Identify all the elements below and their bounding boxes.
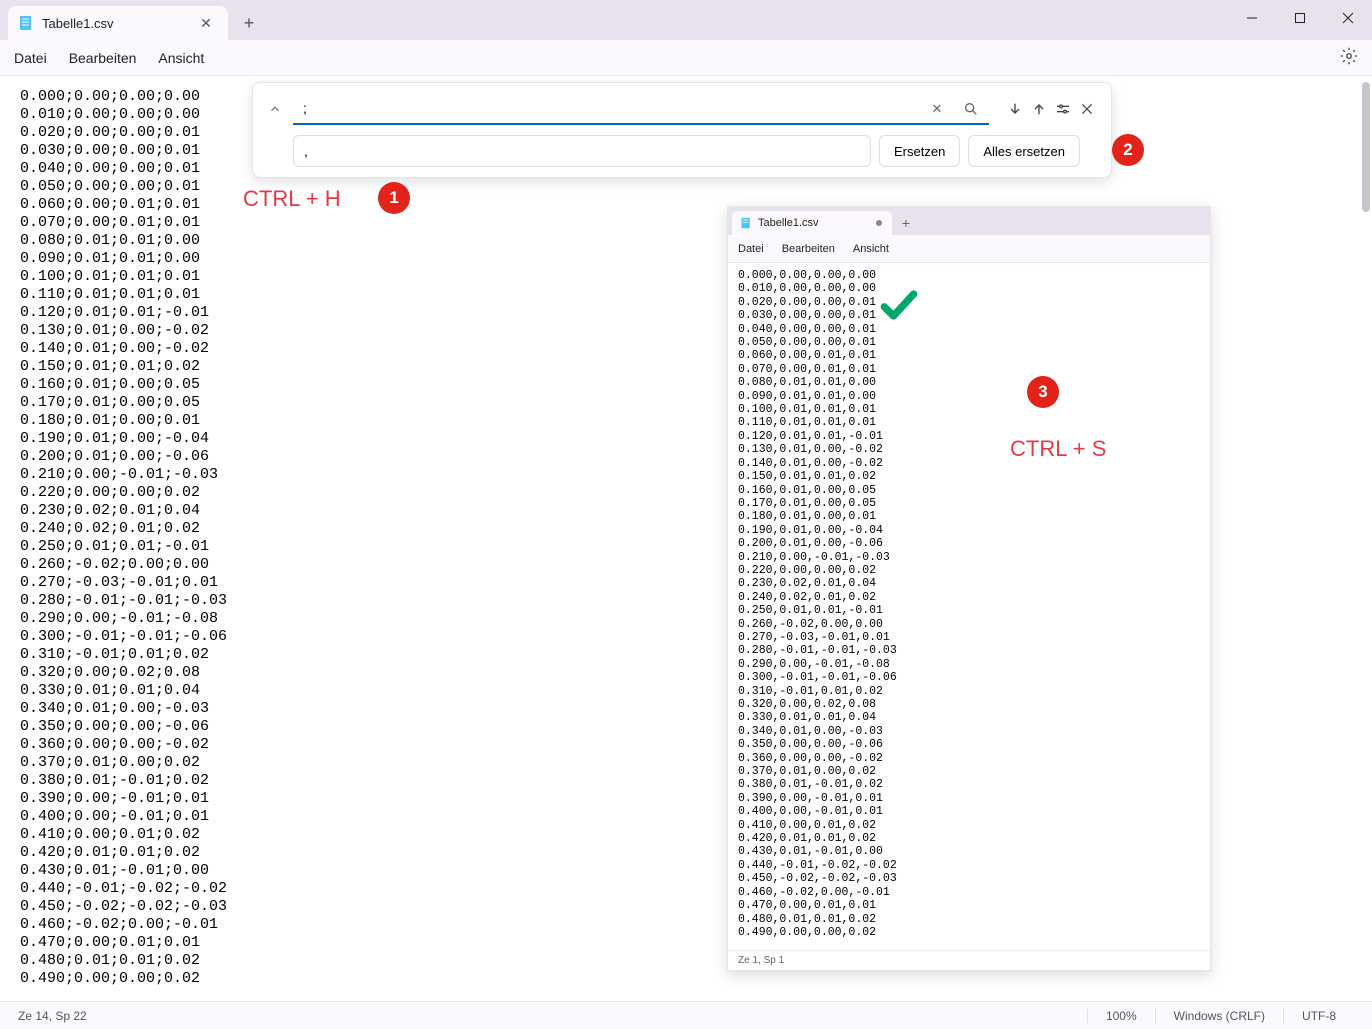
chevron-up-icon[interactable] [265, 99, 285, 119]
menu-edit[interactable]: Bearbeiten [69, 50, 137, 66]
menu-file[interactable]: Datei [14, 50, 47, 66]
find-input[interactable] [293, 93, 989, 125]
status-zoom[interactable]: 100% [1087, 1009, 1155, 1023]
checkmark-icon [877, 283, 921, 330]
inset-new-tab-button[interactable]: + [894, 211, 918, 235]
menu-view[interactable]: Ansicht [158, 50, 204, 66]
statusbar: Ze 14, Sp 22 100% Windows (CRLF) UTF-8 [0, 1001, 1372, 1029]
main-text[interactable]: 0.000;0.00;0.00;0.00 0.010;0.00;0.00;0.0… [20, 88, 227, 988]
titlebar: Tabelle1.csv ✕ + [0, 0, 1372, 40]
search-icon[interactable] [959, 97, 983, 121]
inset-menubar: Datei Bearbeiten Ansicht [728, 235, 1210, 263]
tab-title: Tabelle1.csv [42, 16, 188, 31]
notepad-window: Tabelle1.csv ✕ + Datei Bearbeiten Ansich… [0, 0, 1372, 1029]
inset-tab-title: Tabelle1.csv [758, 217, 870, 229]
window-controls [1228, 0, 1372, 40]
clear-icon[interactable]: ✕ [925, 97, 949, 121]
inset-tab[interactable]: Tabelle1.csv [732, 211, 892, 235]
inset-menu-view[interactable]: Ansicht [853, 243, 889, 255]
maximize-button[interactable] [1276, 0, 1324, 36]
annotation-ctrl-h: CTRL + H [243, 186, 341, 212]
notepad-icon [18, 15, 34, 31]
inset-modified-dot-icon [876, 220, 882, 226]
find-prev-icon[interactable] [1027, 97, 1051, 121]
close-button[interactable] [1324, 0, 1372, 36]
tab[interactable]: Tabelle1.csv ✕ [8, 6, 228, 40]
tab-close-icon[interactable]: ✕ [196, 13, 216, 33]
minimize-button[interactable] [1228, 0, 1276, 36]
status-position: Ze 14, Sp 22 [18, 1009, 87, 1023]
inset-content[interactable]: 0.000,0.00,0.00,0.00 0.010,0.00,0.00,0.0… [728, 263, 1210, 950]
annotation-badge-2: 2 [1112, 134, 1144, 166]
inset-menu-edit[interactable]: Bearbeiten [782, 243, 835, 255]
inset-window: Tabelle1.csv + Datei Bearbeiten Ansicht … [727, 206, 1211, 971]
find-next-icon[interactable] [1003, 97, 1027, 121]
annotation-ctrl-s: CTRL + S [1010, 436, 1106, 462]
find-replace-panel: ✕ [252, 82, 1112, 178]
options-icon[interactable] [1051, 97, 1075, 121]
close-panel-icon[interactable] [1075, 97, 1099, 121]
inset-status-position: Ze 1, Sp 1 [738, 955, 784, 966]
inset-statusbar: Ze 1, Sp 1 [728, 950, 1210, 970]
menubar: Datei Bearbeiten Ansicht [0, 40, 1372, 76]
status-encoding[interactable]: UTF-8 [1283, 1009, 1354, 1023]
replace-button[interactable]: Ersetzen [879, 135, 960, 167]
scrollbar[interactable] [1362, 82, 1370, 212]
status-line-ending[interactable]: Windows (CRLF) [1155, 1009, 1283, 1023]
inset-menu-file[interactable]: Datei [738, 243, 764, 255]
inset-text: 0.000,0.00,0.00,0.00 0.010,0.00,0.00,0.0… [738, 269, 897, 939]
gear-icon[interactable] [1340, 47, 1358, 68]
replace-all-button[interactable]: Alles ersetzen [968, 135, 1080, 167]
inset-titlebar: Tabelle1.csv + [728, 207, 1210, 235]
new-tab-button[interactable]: + [232, 6, 266, 40]
annotation-badge-3: 3 [1027, 376, 1059, 408]
replace-input[interactable] [293, 135, 871, 167]
annotation-badge-1: 1 [378, 182, 410, 214]
inset-notepad-icon [740, 217, 752, 229]
editor-content[interactable]: 0.000;0.00;0.00;0.00 0.010;0.00;0.00;0.0… [0, 76, 1372, 1001]
